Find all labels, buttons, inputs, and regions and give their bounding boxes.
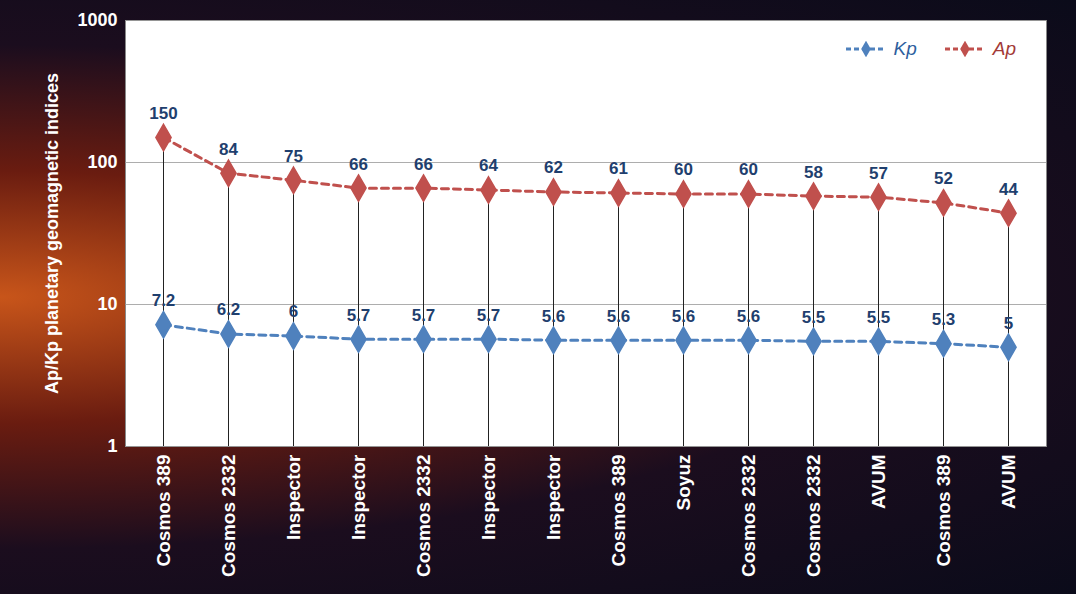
svg-text:6: 6 bbox=[289, 302, 298, 321]
svg-text:5.7: 5.7 bbox=[477, 306, 501, 325]
svg-text:Cosmos 389: Cosmos 389 bbox=[608, 455, 629, 567]
svg-text:5.5: 5.5 bbox=[802, 308, 826, 327]
svg-text:5.6: 5.6 bbox=[737, 307, 761, 326]
svg-text:Cosmos 2332: Cosmos 2332 bbox=[803, 455, 824, 578]
svg-text:52: 52 bbox=[934, 169, 953, 188]
svg-text:7.2: 7.2 bbox=[152, 291, 176, 310]
svg-text:84: 84 bbox=[219, 140, 238, 159]
svg-text:58: 58 bbox=[804, 163, 823, 182]
svg-text:Inspector: Inspector bbox=[348, 454, 369, 540]
svg-text:100: 100 bbox=[87, 152, 117, 172]
svg-text:Inspector: Inspector bbox=[543, 454, 564, 540]
html-text:Kp: Kp bbox=[893, 38, 917, 59]
svg-text:5: 5 bbox=[1004, 314, 1013, 333]
svg-text:61: 61 bbox=[609, 159, 628, 178]
svg-text:Cosmos 389: Cosmos 389 bbox=[933, 455, 954, 567]
svg-text:44: 44 bbox=[999, 180, 1018, 199]
svg-text:6.2: 6.2 bbox=[217, 300, 241, 319]
svg-text:1: 1 bbox=[107, 436, 117, 456]
svg-text:5.6: 5.6 bbox=[542, 307, 566, 326]
svg-text:66: 66 bbox=[349, 155, 368, 174]
svg-text:5.7: 5.7 bbox=[347, 306, 371, 325]
svg-text:Cosmos 2332: Cosmos 2332 bbox=[413, 455, 434, 578]
svg-text:Soyuz: Soyuz bbox=[673, 455, 694, 511]
svg-text:5.6: 5.6 bbox=[607, 307, 631, 326]
svg-text:Inspector: Inspector bbox=[283, 454, 304, 540]
svg-text:150: 150 bbox=[149, 104, 177, 123]
svg-text:Ap/Kp planetary geomagnetic in: Ap/Kp planetary geomagnetic indices bbox=[42, 73, 62, 394]
svg-text:5.7: 5.7 bbox=[412, 306, 436, 325]
svg-text:60: 60 bbox=[674, 160, 693, 179]
svg-text:Cosmos 2332: Cosmos 2332 bbox=[218, 455, 239, 578]
svg-text:62: 62 bbox=[544, 158, 563, 177]
svg-text:64: 64 bbox=[479, 156, 498, 175]
svg-text:5.5: 5.5 bbox=[867, 308, 891, 327]
svg-text:5.6: 5.6 bbox=[672, 307, 696, 326]
svg-text:Cosmos 389: Cosmos 389 bbox=[153, 455, 174, 567]
svg-text:66: 66 bbox=[414, 155, 433, 174]
svg-text:10: 10 bbox=[97, 294, 117, 314]
svg-text:75: 75 bbox=[284, 147, 303, 166]
html-text:Ap: Ap bbox=[992, 38, 1016, 59]
svg-text:5.3: 5.3 bbox=[932, 310, 956, 329]
svg-text:AVUM: AVUM bbox=[868, 455, 889, 510]
svg-text:AVUM: AVUM bbox=[998, 455, 1019, 510]
svg-text:60: 60 bbox=[739, 160, 758, 179]
svg-text:1000: 1000 bbox=[77, 10, 117, 30]
svg-text:Cosmos 2332: Cosmos 2332 bbox=[738, 455, 759, 578]
svg-text:Inspector: Inspector bbox=[478, 454, 499, 540]
svg-text:57: 57 bbox=[869, 164, 888, 183]
